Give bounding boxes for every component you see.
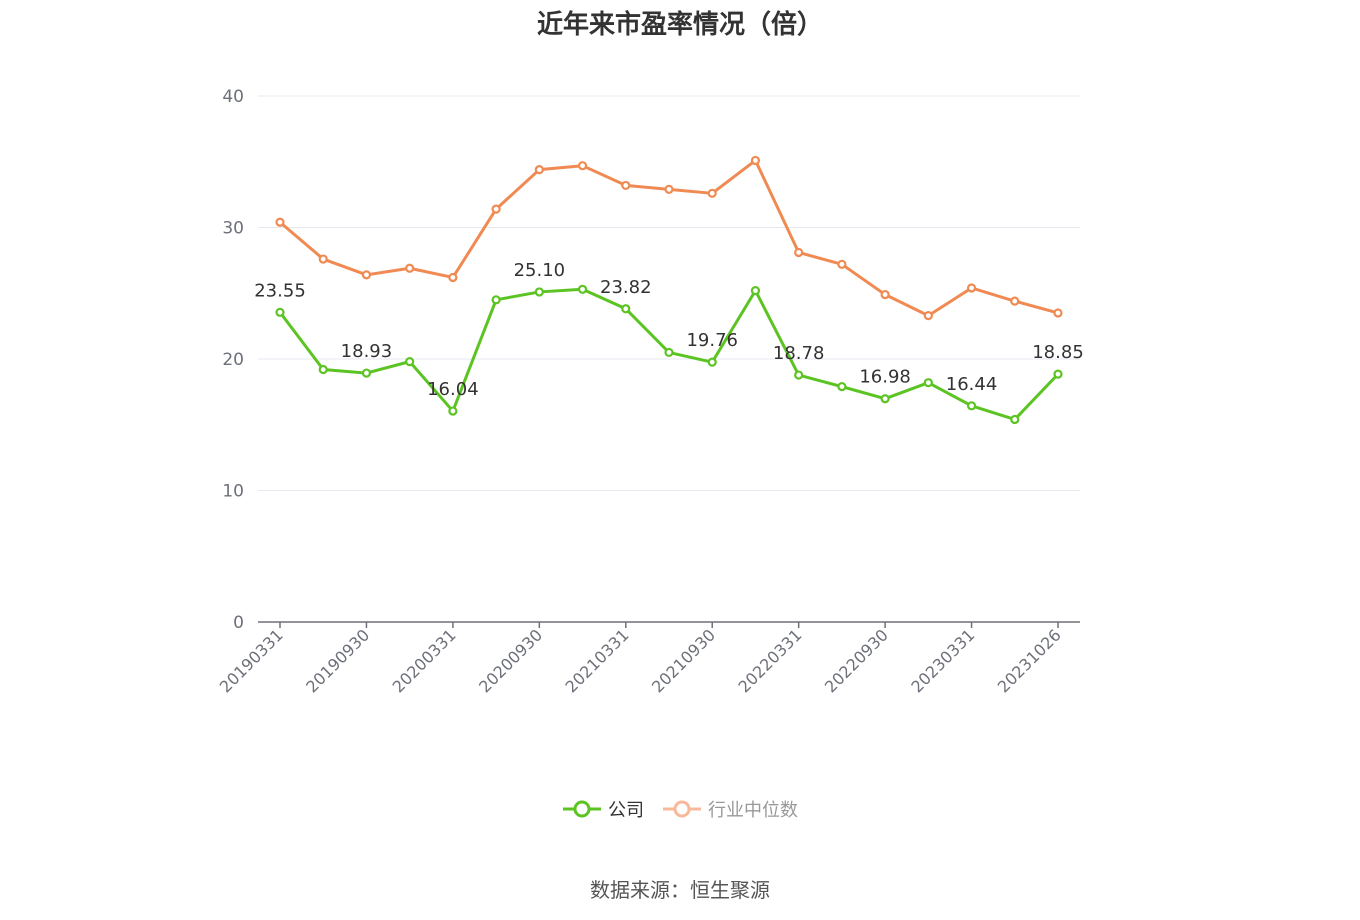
data-point-industry — [448, 272, 458, 283]
legend: 公司 行业中位数 — [0, 796, 1360, 822]
data-point-industry — [405, 263, 415, 273]
data-point-company — [750, 286, 761, 296]
y-tick-label: 0 — [233, 613, 244, 633]
data-point-company — [577, 284, 588, 294]
data-label: 18.85 — [1032, 342, 1084, 363]
data-point-industry — [1053, 308, 1063, 318]
data-point-company — [707, 357, 717, 367]
y-tick-label: 10 — [222, 482, 244, 502]
x-tick-label: 20220930 — [821, 625, 892, 696]
data-label: 18.78 — [773, 343, 825, 364]
legend-item-industry[interactable]: 行业中位数 — [662, 796, 798, 822]
y-tick-label: 30 — [222, 219, 244, 239]
data-point-industry — [275, 217, 285, 227]
x-tick-label: 20210331 — [562, 625, 633, 696]
legend-industry-marker — [663, 800, 701, 818]
data-point-industry — [491, 204, 501, 214]
x-tick-label: 20231026 — [994, 625, 1065, 696]
data-label: 25.10 — [514, 260, 566, 281]
data-point-company — [837, 382, 847, 392]
data-point-industry — [318, 254, 328, 264]
series-line-industry — [279, 158, 1059, 318]
data-point-industry — [621, 180, 631, 191]
data-point-industry — [923, 311, 933, 321]
data-label: 23.82 — [600, 277, 652, 298]
data-point-industry — [577, 161, 588, 171]
data-point-industry — [361, 270, 372, 280]
legend-company-marker — [563, 800, 601, 818]
data-point-industry — [837, 259, 847, 269]
data-point-company — [880, 394, 890, 404]
legend-industry-label: 行业中位数 — [708, 800, 798, 821]
data-point-company — [664, 347, 674, 358]
data-point-industry — [664, 184, 674, 194]
x-tick-label: 20220331 — [734, 625, 805, 696]
y-tick-label: 40 — [222, 87, 244, 107]
x-tick-label: 20230331 — [907, 625, 978, 696]
data-point-company — [318, 364, 328, 375]
x-tick-label: 20200930 — [475, 625, 546, 696]
line-chart: 0 10 20 30 40 20190331 20190930 20200331 2020093… — [216, 87, 1084, 696]
data-label: 16.44 — [946, 374, 998, 395]
data-point-industry — [1010, 296, 1020, 306]
chart-title: 近年来市盈率情况（倍） — [536, 10, 823, 40]
data-point-company — [534, 287, 544, 297]
data-point-company — [275, 307, 285, 317]
legend-item-company[interactable]: 公司 — [562, 796, 644, 822]
data-point-industry — [707, 188, 717, 198]
data-point-company — [405, 357, 415, 367]
x-tick-label: 20200331 — [389, 625, 460, 696]
data-point-company — [361, 368, 372, 378]
data-point-company — [621, 304, 631, 314]
data-point-industry — [750, 155, 761, 166]
data-point-company — [966, 401, 977, 411]
data-point-industry — [534, 165, 544, 175]
data-label: 19.76 — [686, 330, 738, 351]
data-point-industry — [966, 283, 977, 293]
data-point-company — [1010, 414, 1020, 425]
y-tick-label: 20 — [222, 350, 244, 370]
data-label: 23.55 — [254, 280, 306, 301]
data-source: 数据来源：恒生聚源 — [590, 878, 770, 902]
data-point-industry — [880, 289, 890, 300]
data-point-company — [448, 406, 458, 416]
data-point-company — [1053, 369, 1063, 379]
x-tick-label: 20190331 — [216, 625, 287, 696]
data-point-company — [923, 378, 933, 388]
data-point-industry — [794, 247, 804, 258]
data-label: 18.93 — [341, 341, 393, 362]
x-tick-label: 20190930 — [302, 625, 373, 696]
data-point-company — [491, 295, 501, 305]
legend-company-label: 公司 — [608, 800, 644, 821]
data-label: 16.98 — [859, 367, 911, 388]
data-label: 16.04 — [427, 379, 479, 400]
x-tick-label: 20210930 — [648, 625, 719, 696]
data-point-company — [794, 370, 804, 380]
